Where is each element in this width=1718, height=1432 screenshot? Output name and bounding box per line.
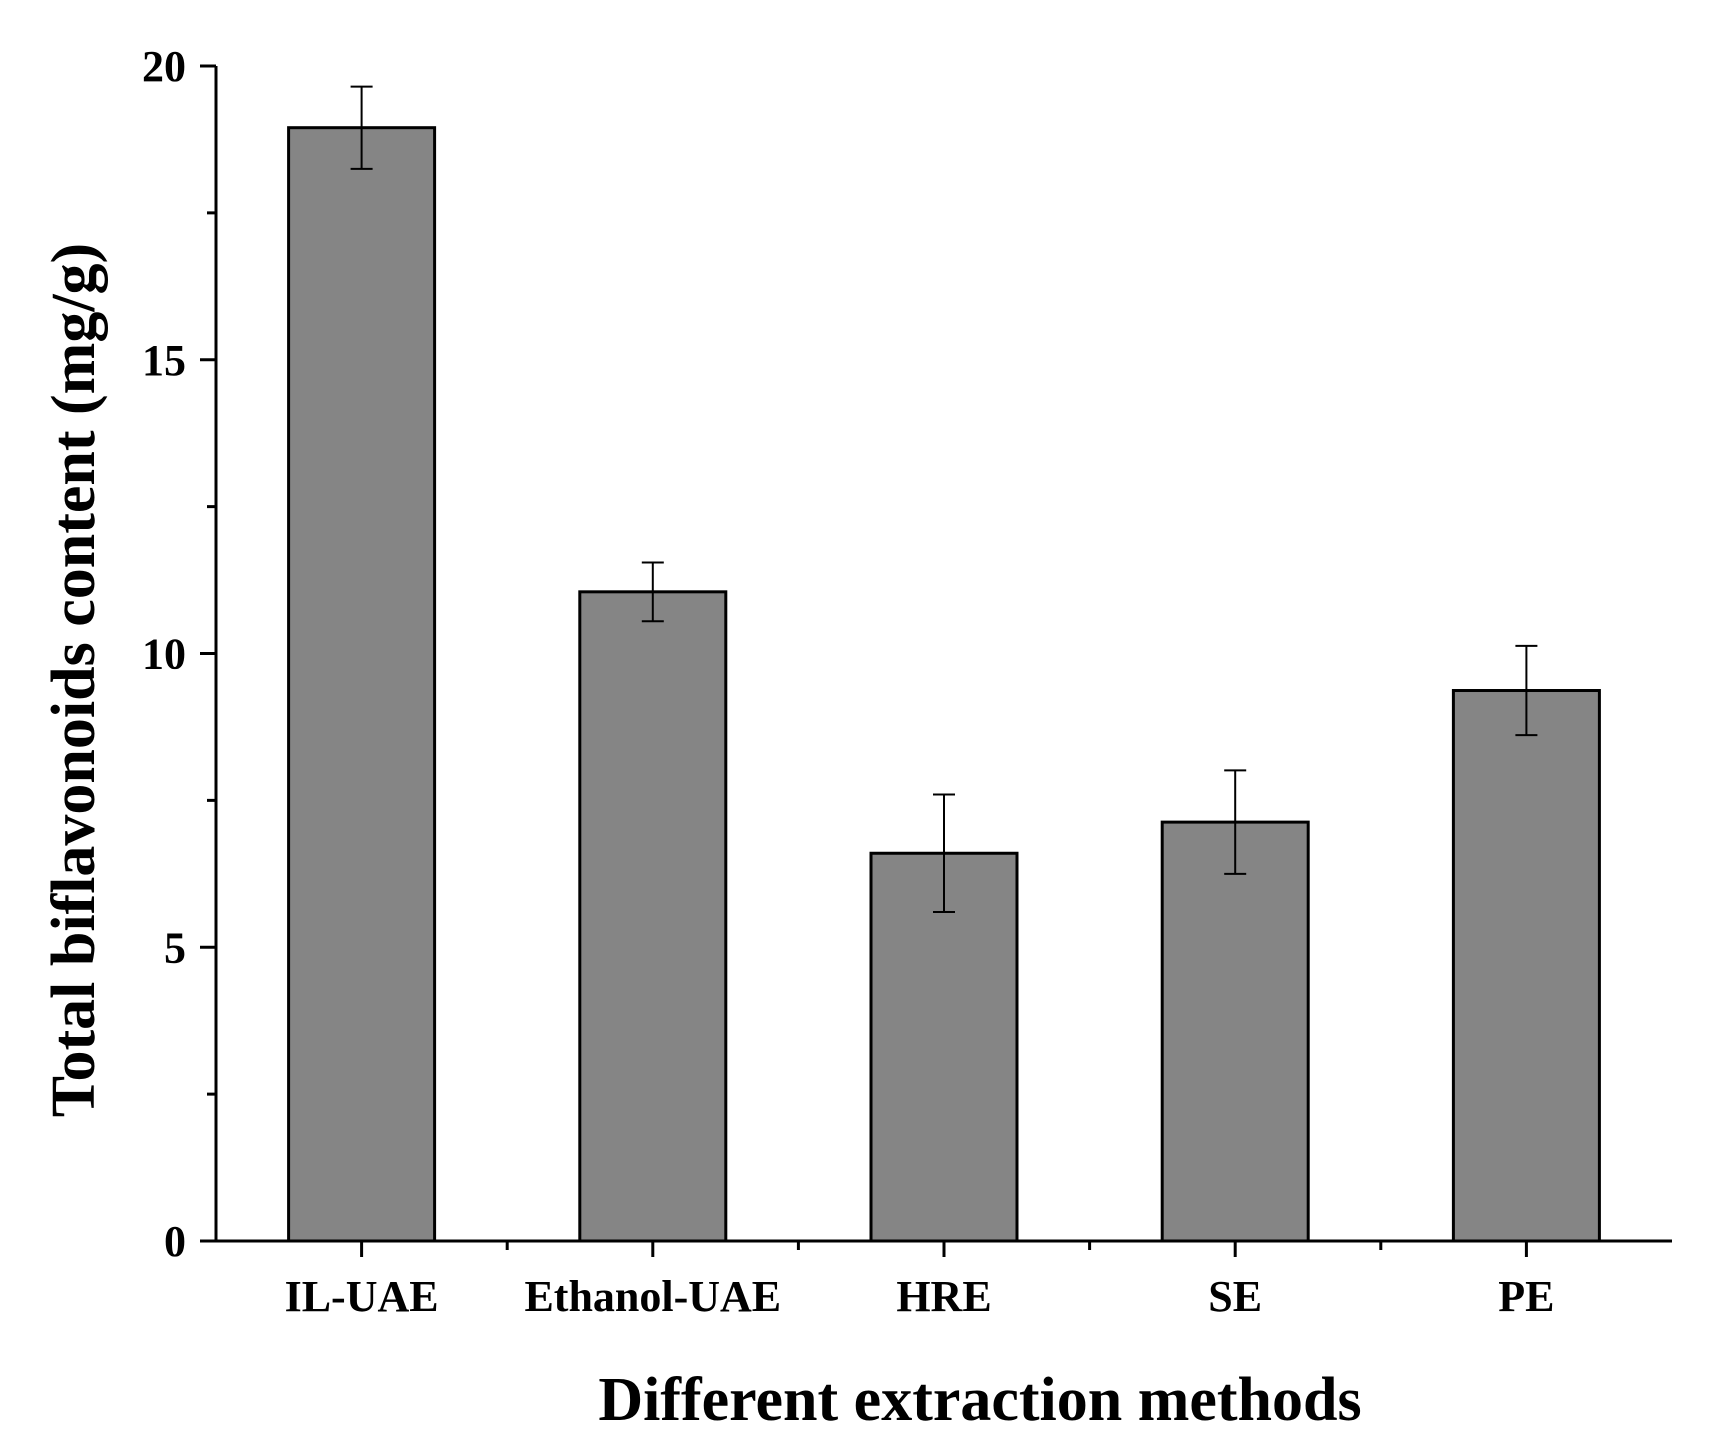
bars-group bbox=[287, 126, 1601, 1243]
y-tick-label: 5 bbox=[164, 923, 186, 972]
bar-pe bbox=[1451, 689, 1601, 1243]
y-tick-label: 0 bbox=[164, 1217, 186, 1266]
x-tick-label: SE bbox=[1208, 1272, 1262, 1321]
x-tick-label: Ethanol-UAE bbox=[524, 1272, 781, 1321]
y-axis-title: Total biflavonoids content (mg/g) bbox=[40, 243, 108, 1117]
y-tick-label: 10 bbox=[142, 630, 186, 679]
bar-ethanol-uae bbox=[578, 590, 728, 1243]
y-tick-label: 15 bbox=[142, 336, 186, 385]
x-tick-label: PE bbox=[1498, 1272, 1554, 1321]
error-bars-group bbox=[350, 85, 1538, 913]
x-ticks-group: IL-UAE Ethanol-UAE HRE SE PE bbox=[285, 1241, 1555, 1321]
bar-hre bbox=[869, 851, 1019, 1243]
y-tick-label: 20 bbox=[142, 42, 186, 91]
y-ticks-group: 0 5 10 15 20 bbox=[142, 42, 216, 1266]
x-tick-label: HRE bbox=[896, 1272, 991, 1321]
bar-il-uae bbox=[287, 126, 437, 1243]
bar-se bbox=[1160, 820, 1310, 1243]
x-tick-label: IL-UAE bbox=[285, 1272, 439, 1321]
x-axis-title: Different extraction methods bbox=[598, 1366, 1361, 1432]
